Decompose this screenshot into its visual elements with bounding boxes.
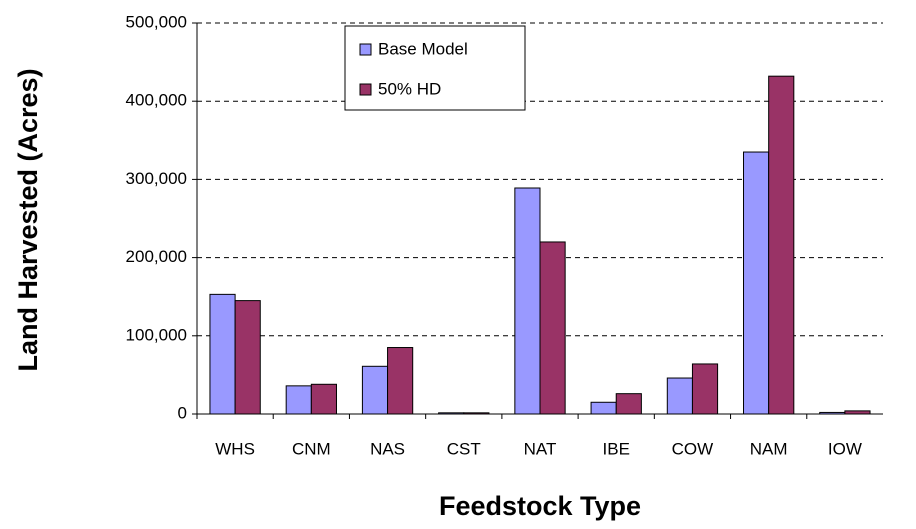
x-tick-label: CST bbox=[447, 439, 481, 458]
bar bbox=[666, 377, 693, 415]
bar bbox=[514, 187, 541, 415]
legend-box bbox=[344, 25, 526, 111]
legend-swatch bbox=[359, 83, 372, 96]
bar bbox=[463, 412, 490, 415]
x-axis-title: Feedstock Type bbox=[439, 491, 641, 521]
x-tick-label: NAS bbox=[370, 439, 405, 458]
bar bbox=[768, 75, 795, 415]
y-tick-label: 100,000 bbox=[126, 325, 187, 344]
y-tick-label: 400,000 bbox=[126, 91, 187, 110]
bar bbox=[310, 383, 337, 415]
bar bbox=[819, 411, 846, 415]
bar bbox=[438, 412, 465, 415]
y-tick-label: 0 bbox=[178, 403, 187, 422]
legend-swatch bbox=[359, 43, 372, 56]
bar bbox=[539, 241, 566, 415]
y-axis-title: Land Harvested (Acres) bbox=[13, 68, 43, 371]
bar bbox=[361, 365, 389, 415]
bar bbox=[285, 385, 312, 415]
x-tick-label: COW bbox=[672, 439, 714, 458]
y-tick-label: 300,000 bbox=[126, 169, 187, 188]
x-tick-label: IOW bbox=[828, 439, 862, 458]
legend-label: 50% HD bbox=[378, 79, 441, 98]
bar bbox=[844, 410, 871, 415]
bar bbox=[387, 347, 414, 415]
x-tick-label: CNM bbox=[292, 439, 331, 458]
bar bbox=[743, 151, 770, 415]
x-tick-label: NAT bbox=[524, 439, 557, 458]
y-tick-label: 500,000 bbox=[126, 12, 187, 31]
x-tick-label: NAM bbox=[750, 439, 788, 458]
legend-label: Base Model bbox=[378, 39, 468, 58]
bar bbox=[234, 300, 261, 415]
bar bbox=[691, 363, 719, 415]
bar bbox=[209, 293, 236, 415]
y-tick-label: 200,000 bbox=[126, 247, 187, 266]
x-tick-label: WHS bbox=[215, 439, 255, 458]
bar bbox=[615, 393, 642, 415]
x-tick-label: IBE bbox=[603, 439, 630, 458]
bar bbox=[590, 401, 617, 415]
